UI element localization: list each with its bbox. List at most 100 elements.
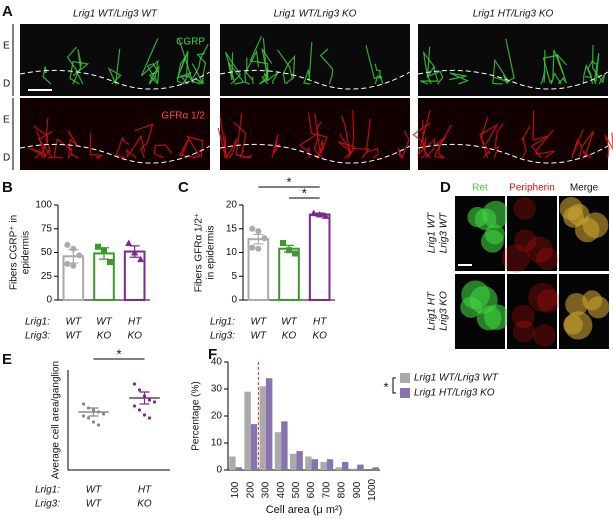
fiber — [107, 48, 122, 86]
fiber — [69, 147, 80, 159]
fiber — [178, 38, 194, 85]
fiber — [219, 116, 238, 160]
fiber — [89, 132, 103, 159]
layer-label: E — [3, 115, 10, 126]
bar — [326, 459, 334, 470]
cell — [474, 208, 497, 231]
fiber — [146, 64, 160, 85]
fiber — [502, 38, 515, 85]
bar — [308, 213, 331, 301]
legend-swatch — [400, 388, 410, 398]
genotype-name: Lrig1: — [210, 317, 235, 328]
fiber — [53, 138, 73, 159]
y-tick-label: 0 — [231, 295, 237, 306]
fiber — [134, 123, 154, 159]
y-axis-label: in epidermis — [206, 226, 217, 280]
y-tick-label: 20 — [211, 411, 223, 422]
dermal-border — [417, 69, 609, 90]
fiber — [365, 45, 383, 85]
point — [125, 239, 133, 246]
fiber — [417, 110, 436, 159]
cell — [536, 289, 561, 313]
point — [261, 235, 268, 242]
y-tick-label: 75 — [41, 223, 53, 234]
genotype-label: WT — [86, 499, 102, 510]
cell — [528, 282, 558, 312]
x-tick-label: 300 — [261, 481, 272, 498]
fiber — [337, 132, 356, 159]
y-axis-label: Fibers GFRα 1/2⁺ — [194, 213, 205, 292]
point — [101, 247, 107, 254]
channel-label: CGRP — [176, 37, 205, 48]
column-title: Lrig1 WT/Lrig3 KO — [274, 9, 357, 20]
significance-label: * — [286, 174, 291, 189]
y-tick-label: 30 — [211, 384, 223, 395]
fiber — [307, 112, 328, 159]
point — [137, 408, 142, 412]
genotype-label: WT — [251, 331, 267, 342]
bar — [311, 459, 318, 470]
bar — [320, 461, 327, 470]
bar — [259, 386, 266, 470]
fiber — [412, 122, 431, 159]
fiber — [32, 125, 49, 159]
point — [142, 413, 147, 417]
fiber — [479, 123, 499, 159]
genotype-label: WT — [281, 317, 297, 328]
fiber — [235, 112, 253, 159]
fiber — [271, 134, 281, 159]
point — [86, 416, 91, 420]
genotype-label: KO — [97, 331, 112, 342]
y-axis-label: Average cell area/ganglion — [51, 361, 62, 479]
micrograph — [507, 274, 557, 349]
fiber — [76, 49, 84, 85]
point — [292, 250, 298, 257]
legend-label: Lrig1 HT/Lrig3 KO — [414, 388, 495, 399]
fiber — [42, 66, 52, 85]
legend-mark: * — [383, 379, 388, 394]
point — [255, 245, 262, 252]
fiber — [422, 119, 432, 159]
fiber — [303, 42, 313, 85]
y-tick-label: 50 — [41, 247, 53, 258]
fiber — [246, 57, 254, 85]
genotype-label: KO — [312, 331, 327, 342]
layer-label: E — [3, 41, 10, 52]
cell — [481, 229, 504, 253]
cell — [535, 247, 559, 271]
x-axis-label: Cell area (μ m²) — [266, 504, 343, 516]
y-tick-label: 15 — [226, 223, 238, 234]
x-tick-label: 800 — [337, 481, 348, 498]
fiber — [224, 51, 241, 85]
fiber — [147, 62, 159, 85]
column-title: Lrig1 WT/Lrig3 WT — [73, 9, 158, 20]
fiber — [351, 110, 370, 159]
point — [96, 410, 101, 414]
x-tick-label: 500 — [291, 481, 302, 498]
bar — [357, 464, 364, 470]
bar — [335, 467, 342, 470]
point — [316, 211, 324, 218]
dermal-border — [219, 69, 411, 90]
micrograph — [418, 24, 608, 96]
row-label: Lrig1 HT — [427, 291, 438, 330]
cell — [501, 244, 530, 273]
x-tick-label: 200 — [245, 481, 256, 498]
y-tick-label: 10 — [226, 247, 238, 258]
fiber — [397, 130, 410, 160]
genotype-label: WT — [251, 317, 267, 328]
micrograph — [20, 24, 210, 96]
fiber — [43, 117, 52, 159]
genotype-label: KO — [137, 499, 152, 510]
bar — [305, 456, 312, 470]
y-tick-label: 0 — [216, 465, 222, 476]
point — [95, 243, 101, 250]
row-label: Lrig3 WT — [439, 212, 450, 253]
point — [280, 240, 286, 246]
point — [255, 228, 262, 235]
point — [147, 398, 152, 402]
fiber — [493, 123, 504, 159]
row-label: Lrig3 KO — [439, 291, 450, 331]
x-tick-label: 100 — [230, 481, 241, 498]
micrograph — [418, 98, 608, 170]
